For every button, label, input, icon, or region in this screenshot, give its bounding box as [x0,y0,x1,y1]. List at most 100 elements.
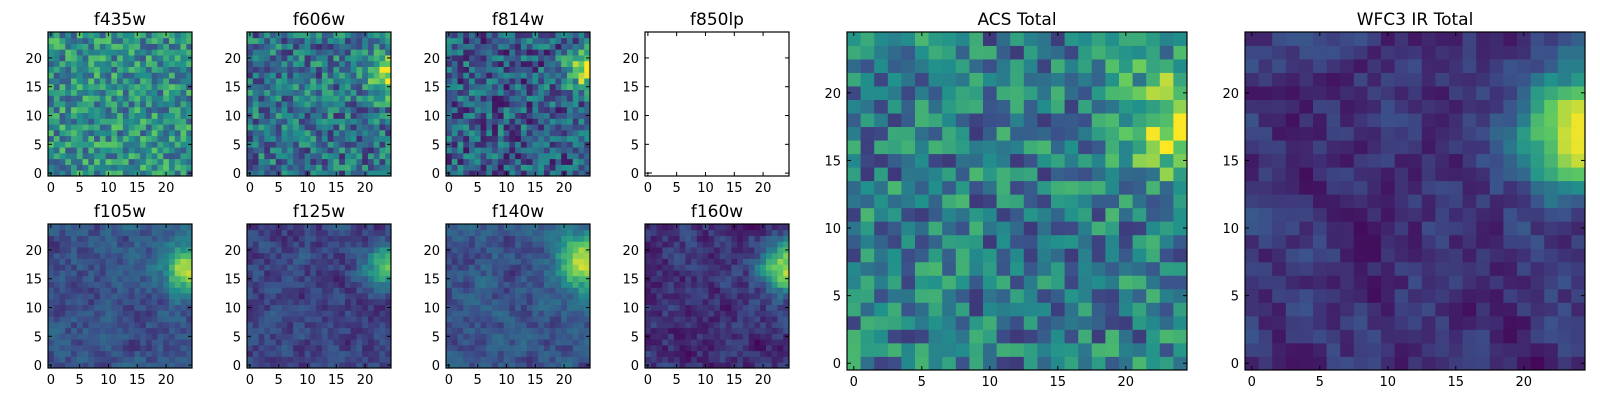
heatmap-cell [474,281,481,288]
heatmap-cell [65,147,72,154]
y-tick-label: 0 [34,359,42,374]
heatmap-cell [247,344,254,352]
heatmap-cell [145,235,153,242]
heatmap-cell [777,275,784,282]
heatmap-cell [367,293,375,300]
y-tick-label: 5 [432,138,440,153]
heatmap-cell [662,287,669,294]
heatmap-cell [771,339,778,346]
heatmap-cell [584,158,591,165]
heatmap-cell [492,112,499,119]
heatmap-cell [497,95,504,102]
heatmap-cell [327,310,334,317]
heatmap-cell [754,247,761,254]
heatmap-cell [48,350,55,357]
heatmap-cell [379,95,386,102]
heatmap-cell [915,221,929,236]
heatmap-cell [304,55,311,62]
heatmap-cell [140,43,147,50]
heatmap-cell [685,304,692,311]
heatmap-cell [122,339,130,346]
heatmap-cell [696,252,703,259]
heatmap-cell [474,339,481,346]
heatmap-cell [65,89,72,96]
heatmap-cell [270,327,277,334]
heatmap-cell [168,252,176,259]
heatmap-cell [379,270,386,277]
heatmap-cell [53,152,60,160]
panel-title: f160w [691,202,743,222]
heatmap-cell [457,66,464,73]
heatmap-cell [105,129,112,137]
heatmap-cell [174,37,181,44]
heatmap-cell [685,339,692,346]
heatmap-cell [65,224,72,231]
heatmap-cell [82,350,89,357]
heatmap-cell [145,147,153,154]
x-tick-label: 15 [726,181,743,196]
heatmap-cell [1078,288,1093,303]
heatmap-cells [446,32,591,177]
heatmap-cell [350,287,357,294]
heatmap-cell [509,316,516,323]
heatmap-cell [94,158,101,165]
heatmap-cell [134,344,141,352]
heatmap-cell [252,60,259,67]
heatmap-cell [847,288,861,303]
heatmap-cell [754,252,761,259]
heatmap-cell [287,72,294,79]
heatmap-cell [469,135,476,142]
heatmap-cell [1051,261,1065,276]
heatmap-cell [367,55,375,62]
heatmap-cell [457,112,464,119]
heatmap-cell [662,229,669,236]
heatmap-cell [258,43,265,50]
heatmap-cell [928,207,943,222]
heatmap-cell [174,78,181,85]
heatmap-cell [163,78,170,85]
heatmap-cell [151,158,158,165]
heatmap-cell [578,95,585,102]
heatmap-cell [685,258,692,265]
heatmap-cell [180,344,187,352]
heatmap-cell [71,298,78,306]
heatmap-cell [737,281,744,288]
heatmap-cell [561,350,568,357]
heatmap-cell [901,275,916,290]
heatmap-cell [942,315,957,330]
heatmap-cell [520,141,528,148]
heatmap-cell [168,224,176,231]
heatmap-cell [549,270,556,277]
heatmap-cell [549,327,556,334]
heatmap-cell [258,316,265,323]
heatmap-cell [1051,180,1065,195]
heatmap-cell [281,275,288,282]
heatmap-cell [492,310,499,317]
heatmap-cell [362,106,369,114]
heatmap-cell [316,95,323,102]
heatmap-cell [1078,248,1093,263]
heatmap-cell [656,362,663,369]
heatmap-cell [771,298,778,306]
heatmap-cell [258,321,265,329]
heatmap-cell [955,288,970,303]
heatmap-cell [543,106,551,114]
heatmap-cell [760,264,767,271]
heatmap-cell [702,316,709,323]
heatmap-cell [252,281,259,288]
heatmap-cell [321,321,329,329]
heatmap-cell [151,164,158,171]
heatmap-cell [140,247,147,254]
heatmap-cell [88,258,95,265]
heatmap-cell [942,275,957,290]
heatmap-cell [942,288,957,303]
heatmap-cell [157,60,164,67]
heatmap-cell [520,152,528,160]
heatmap-cell [128,60,135,67]
heatmap-cell [128,229,135,236]
heatmap-cell [48,78,55,85]
heatmap-cell [275,333,282,340]
heatmap-cell [451,293,458,300]
heatmap-cell [111,362,118,369]
heatmap-cell [486,344,493,352]
